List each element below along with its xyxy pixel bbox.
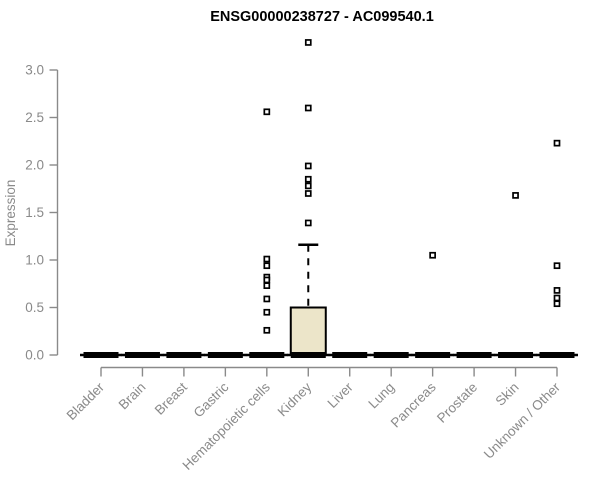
median-bar <box>415 352 451 358</box>
y-tick-label: 3.0 <box>25 63 44 78</box>
x-axis-label: Pancreas <box>388 379 439 430</box>
y-tick-label: 0.5 <box>25 300 44 315</box>
median-bar <box>456 352 492 358</box>
y-tick-label: 1.5 <box>25 205 44 220</box>
outlier-point <box>263 276 271 284</box>
y-tick-label: 0.0 <box>25 348 44 363</box>
outlier-point <box>304 175 312 183</box>
outlier-point <box>553 294 561 302</box>
x-axis-label: Breast <box>152 379 190 417</box>
outlier-point <box>263 108 271 116</box>
outlier-point <box>304 162 312 170</box>
median-bar <box>207 352 243 358</box>
x-axis-label: Liver <box>325 379 357 411</box>
outlier-point <box>304 190 312 197</box>
x-axis-label: Bladder <box>64 379 108 423</box>
outlier-point <box>263 282 271 289</box>
outlier-point <box>263 326 271 334</box>
box <box>289 306 327 356</box>
median-bar <box>249 352 285 358</box>
outlier-point <box>304 39 312 46</box>
outlier-point <box>263 255 271 263</box>
outlier-point <box>304 182 312 190</box>
x-axis-label: Prostate <box>434 380 480 426</box>
outlier-point <box>429 251 436 259</box>
median-bar <box>373 352 409 358</box>
x-axis-label: Unknown / Other <box>481 379 564 462</box>
y-tick-label: 1.0 <box>25 253 44 268</box>
median-bar <box>539 352 575 358</box>
chart-title: ENSG00000238727 - AC099540.1 <box>210 9 434 25</box>
x-axis-label: Lung <box>365 380 397 412</box>
plot-area: 0.0 0.5 1.0 1.5 2.0 2.5 3.0 Bladder Brain Breast G… <box>25 39 578 473</box>
outlier-point <box>553 287 561 294</box>
median-bar <box>332 352 368 358</box>
outlier-point <box>553 139 561 147</box>
median-bar <box>166 352 202 358</box>
outlier-point <box>304 104 312 112</box>
x-axis-label: Skin <box>492 380 521 409</box>
y-axis-title: Expression <box>3 180 18 247</box>
y-tick-label: 2.5 <box>25 110 44 125</box>
median-bar <box>498 352 534 358</box>
x-axis-label: Brain <box>116 380 149 413</box>
outlier-point <box>553 300 561 308</box>
outlier-point <box>263 308 271 316</box>
x-axis-label: Kidney <box>275 379 315 419</box>
outlier-point <box>263 262 271 270</box>
median-bar <box>290 352 326 358</box>
outlier-point <box>304 219 312 227</box>
median-bar <box>124 352 160 358</box>
outlier-point <box>553 262 561 270</box>
y-tick-label: 2.0 <box>25 158 44 173</box>
outlier-point <box>263 295 271 303</box>
median-bar <box>83 352 119 358</box>
outlier-point <box>512 192 519 199</box>
x-axis-label: Gastric <box>191 379 232 420</box>
